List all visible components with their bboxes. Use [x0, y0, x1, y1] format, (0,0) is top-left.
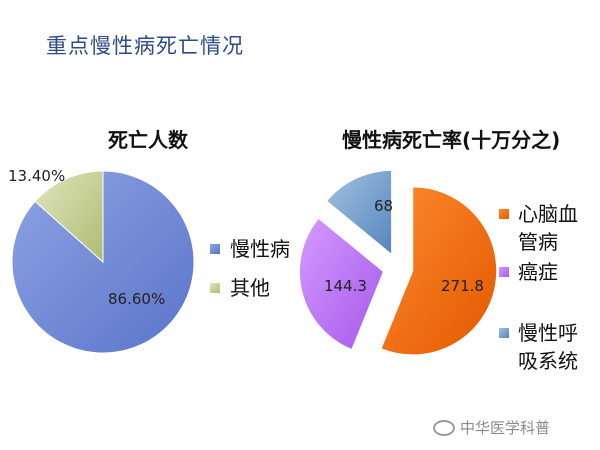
legend-swatch-respiratory — [499, 328, 509, 338]
legend-label-respiratory-line2: 吸系统 — [518, 349, 578, 373]
legend-label-cancer: 癌症 — [518, 260, 558, 284]
pie-slice-cardio — [380, 186, 498, 356]
legend-swatch-cardio — [499, 209, 509, 219]
chart1-label-chronic: 86.60% — [108, 290, 165, 308]
chart1-legend: 慢性病 其他 — [210, 237, 290, 300]
pie-chart-deaths — [11, 170, 195, 354]
chart2-label-cardio: 271.8 — [441, 277, 484, 295]
legend-label-cardio-line1: 心脑血 — [518, 202, 578, 226]
chart2-legend: 心脑血 管病 癌症 慢性呼 吸系统 — [499, 202, 578, 373]
chart2-title: 慢性病死亡率(十万分之) — [342, 128, 560, 152]
watermark-text: 中华医学科普 — [460, 419, 551, 437]
chart1-title: 死亡人数 — [108, 128, 189, 152]
legend-label-respiratory-line1: 慢性呼 — [518, 321, 578, 345]
legend-label-other: 其他 — [230, 276, 270, 300]
chart2-label-respiratory: 68 — [374, 197, 393, 215]
slide-title: 重点慢性病死亡情况 — [46, 34, 244, 58]
legend-swatch-cancer — [499, 267, 509, 277]
chart2-label-cancer: 144.3 — [324, 277, 367, 295]
legend-label-chronic: 慢性病 — [230, 237, 290, 261]
chart1-label-other: 13.40% — [8, 167, 65, 185]
pie-slice-cancer — [298, 217, 385, 351]
pie-chart-mortality — [298, 169, 498, 356]
wechat-icon — [433, 419, 455, 436]
legend-label-cardio-line2: 管病 — [518, 230, 558, 254]
pie-slice-other — [34, 170, 104, 264]
legend-swatch-other — [210, 283, 220, 293]
pie-slice-respiratory — [326, 169, 393, 256]
watermark: 中华医学科普 — [433, 417, 550, 438]
legend-swatch-chronic — [210, 244, 220, 254]
